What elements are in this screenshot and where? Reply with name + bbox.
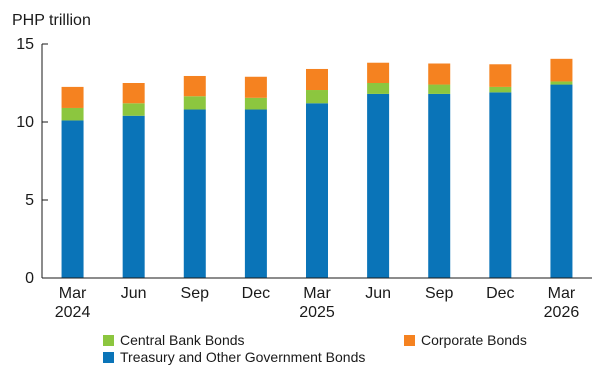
bar-segment: [122, 115, 145, 278]
bar-segment: [489, 86, 512, 93]
bar-segment: [306, 90, 328, 104]
y-tick-label: 10: [16, 114, 34, 131]
bar-segment: [183, 75, 206, 97]
legend-label-central-bank-bonds: Central Bank Bonds: [120, 332, 245, 348]
x-tick-label: Sep: [181, 285, 210, 302]
bar-segment: [428, 93, 451, 278]
bar-segment: [244, 109, 267, 279]
x-tick-label: Mar: [548, 285, 576, 302]
legend-item-corporate-bonds: Corporate Bonds: [404, 332, 527, 349]
bar-segment: [306, 103, 328, 278]
bar-segment: [183, 96, 206, 110]
legend: Central Bank Bonds Corporate Bonds Treas…: [0, 330, 605, 367]
y-tick-label: 15: [16, 36, 34, 53]
bar-segment: [61, 86, 84, 108]
bar-segment: [367, 62, 390, 83]
bar-segment: [489, 64, 512, 87]
legend-item-central-bank-bonds: Central Bank Bonds: [103, 332, 245, 349]
legend-swatch-corporate-bonds: [404, 335, 415, 346]
bond-chart: PHP trillion 0 5 10 15 Mar 2024 Jun Sep Dec Mar 2…: [12, 12, 592, 321]
x-tick-label: Dec: [242, 285, 270, 302]
x-tick-year-label: 2026: [544, 304, 580, 321]
bar-segment: [61, 120, 84, 278]
bar-segment: [183, 109, 206, 279]
bar-segment: [122, 83, 145, 104]
x-tick-label: Jun: [121, 285, 147, 302]
bar-segment: [367, 93, 390, 278]
x-axis: Mar 2024 Jun Sep Dec Mar 2025 Jun Sep Dec Mar 2026: [42, 277, 592, 321]
bar-segment: [306, 68, 328, 91]
bar-segment: [122, 103, 145, 116]
bar-segment: [367, 83, 390, 94]
y-tick-label: 0: [25, 270, 34, 287]
bar-segment: [550, 81, 573, 85]
x-tick-label: Jun: [365, 285, 391, 302]
bar-segment: [428, 84, 451, 94]
x-tick-year-label: 2025: [299, 304, 335, 321]
x-tick-year-label: 2024: [55, 304, 91, 321]
bar-segment: [244, 76, 267, 98]
legend-label-corporate-bonds: Corporate Bonds: [421, 332, 527, 348]
bar-segment: [428, 63, 451, 85]
x-tick-label: Mar: [303, 285, 331, 302]
legend-item-treasury-bonds: Treasury and Other Government Bonds: [103, 349, 365, 366]
legend-swatch-treasury-bonds: [103, 352, 114, 363]
bar-segment: [244, 97, 267, 110]
y-unit-label: PHP trillion: [12, 12, 91, 29]
x-tick-label: Sep: [425, 285, 454, 302]
y-tick-label: 5: [25, 192, 34, 209]
y-axis: 0 5 10 15: [16, 36, 48, 287]
bars: [61, 58, 573, 279]
bar-segment: [61, 107, 84, 121]
bar-segment: [550, 84, 573, 278]
bar-segment: [489, 92, 512, 278]
bar-segment: [550, 58, 573, 82]
x-tick-label: Mar: [59, 285, 87, 302]
legend-swatch-central-bank-bonds: [103, 335, 114, 346]
x-tick-label: Dec: [486, 285, 514, 302]
legend-label-treasury-bonds: Treasury and Other Government Bonds: [120, 349, 366, 365]
